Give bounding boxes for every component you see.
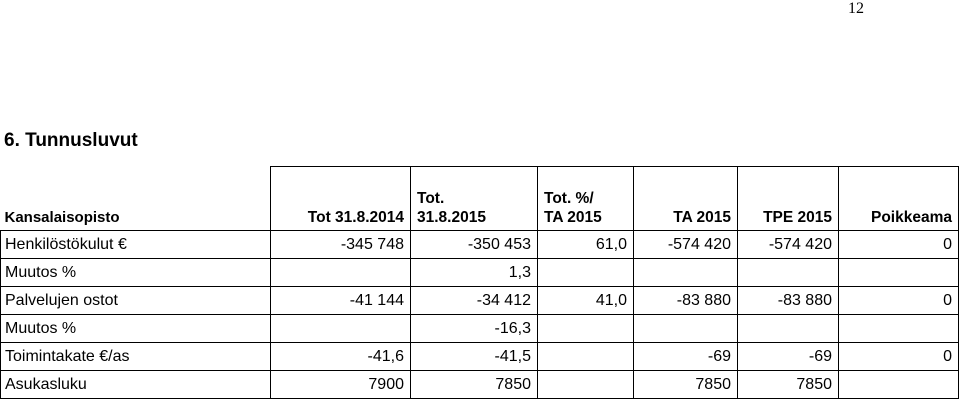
table-row: Muutos % 1,3 [0, 258, 959, 287]
table-cell [838, 258, 959, 287]
table-cell [537, 314, 634, 343]
table-cell: -69 [737, 342, 839, 371]
table-cell: -41,6 [270, 342, 411, 371]
header-row: Kansalaisopisto Tot 31.8.2014 Tot. 31.8.201… [0, 166, 959, 231]
table-cell [838, 314, 959, 343]
table-cell: -41 144 [270, 286, 411, 315]
table-cell: Muutos % [0, 258, 271, 287]
table-cell: -350 453 [410, 230, 538, 259]
table-cell: -41,5 [410, 342, 538, 371]
table-cell: 0 [838, 342, 959, 371]
table-cell [270, 314, 411, 343]
table-cell [633, 258, 738, 287]
header-cell: Kansalaisopisto [0, 166, 271, 231]
table-cell: 0 [838, 230, 959, 259]
table-cell: 7850 [410, 370, 538, 399]
table-cell: -574 420 [737, 230, 839, 259]
table-row: Asukasluku 7900 7850 7850 7850 [0, 370, 959, 399]
table-cell [537, 370, 634, 399]
header-cell: Tot 31.8.2014 [270, 166, 411, 231]
table-cell: 41,0 [537, 286, 634, 315]
table-cell [270, 258, 411, 287]
header-cell: TA 2015 [633, 166, 738, 231]
header-line: Kansalaisopisto [4, 209, 120, 226]
table-cell [737, 258, 839, 287]
table-cell [633, 314, 738, 343]
header-cell: Tot. %/ TA 2015 [537, 166, 634, 231]
table-cell: Muutos % [0, 314, 271, 343]
header-line: Tot 31.8.2014 [307, 209, 404, 226]
table-row: Muutos % -16,3 [0, 314, 959, 343]
table-cell: Toimintakate €/as [0, 342, 271, 371]
header-line: Tot. %/ [544, 190, 594, 207]
header-line: Poikkeama [871, 209, 952, 226]
table-body: Henkilöstökulut € -345 748 -350 453 61,0 -57… [0, 230, 959, 399]
table-cell: -83 880 [737, 286, 839, 315]
header-line: Tot. [417, 190, 445, 207]
table-cell: -69 [633, 342, 738, 371]
table-cell [737, 314, 839, 343]
table-cell: -574 420 [633, 230, 738, 259]
table-cell: Asukasluku [0, 370, 271, 399]
header-cell: Poikkeama [838, 166, 959, 231]
header-line: 31.8.2015 [417, 209, 486, 226]
page-number: 12 [848, 0, 864, 17]
table-row: Toimintakate €/as -41,6 -41,5 -69 -69 0 [0, 342, 959, 371]
table-cell: Henkilöstökulut € [0, 230, 271, 259]
header-cell: TPE 2015 [737, 166, 839, 231]
table-cell: 7850 [633, 370, 738, 399]
table-row: Henkilöstökulut € -345 748 -350 453 61,0 -57… [0, 230, 959, 259]
table-cell: 1,3 [410, 258, 538, 287]
table-cell: -345 748 [270, 230, 411, 259]
table-cell: -16,3 [410, 314, 538, 343]
table-cell [838, 370, 959, 399]
table-cell: 7900 [270, 370, 411, 399]
table-cell: 61,0 [537, 230, 634, 259]
header-line: TA 2015 [673, 209, 731, 226]
table-cell: Palvelujen ostot [0, 286, 271, 315]
heading: 6. Tunnusluvut [4, 130, 138, 151]
table-row: Palvelujen ostot -41 144 -34 412 41,0 -83 88… [0, 286, 959, 315]
header-cell: Tot. 31.8.2015 [410, 166, 538, 231]
table-cell [537, 258, 634, 287]
table-cell: -83 880 [633, 286, 738, 315]
table-cell: -34 412 [410, 286, 538, 315]
table-cell [537, 342, 634, 371]
header-line: TA 2015 [544, 209, 602, 226]
table-cell: 0 [838, 286, 959, 315]
table: Kansalaisopisto Tot 31.8.2014 Tot. 31.8.201… [0, 166, 959, 399]
header-line: TPE 2015 [763, 209, 832, 226]
table-cell: 7850 [737, 370, 839, 399]
